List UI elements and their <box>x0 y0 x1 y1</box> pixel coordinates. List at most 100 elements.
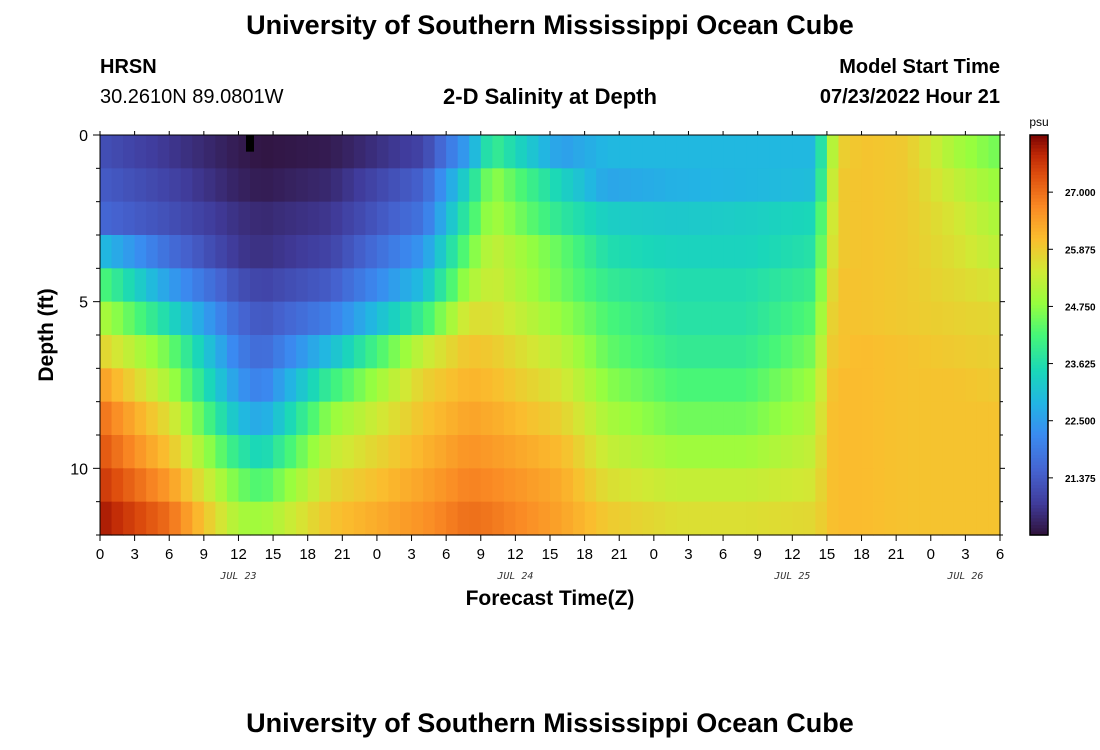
colorbar-segment <box>1030 215 1048 219</box>
x-date-label: JUL 26 <box>946 571 983 582</box>
heatmap-cell <box>192 468 205 503</box>
heatmap-cell <box>700 501 713 536</box>
heatmap-cell <box>757 201 770 236</box>
heatmap-cell <box>538 435 551 469</box>
heatmap-cell <box>630 468 643 503</box>
heatmap-cell <box>676 135 690 169</box>
heatmap-cell <box>203 235 216 269</box>
heatmap-cell <box>238 301 251 336</box>
heatmap-cell <box>642 301 655 336</box>
heatmap-cell <box>769 168 782 203</box>
heatmap-cell <box>146 468 159 503</box>
heatmap-cell <box>365 435 378 469</box>
colorbar-segment <box>1030 428 1048 433</box>
colorbar-segment <box>1030 448 1048 453</box>
heatmap-cell <box>273 401 286 436</box>
heatmap-cell <box>215 235 228 269</box>
heatmap-cell <box>353 301 366 336</box>
heatmap-cell <box>353 168 366 203</box>
colorbar-segment <box>1030 258 1048 263</box>
heatmap-cell <box>573 201 586 236</box>
heatmap-cell <box>411 468 424 503</box>
heatmap-cell <box>411 401 424 436</box>
heatmap-cell <box>896 401 909 436</box>
heatmap-cell <box>330 368 343 403</box>
heatmap-cell <box>826 235 840 269</box>
heatmap-cell <box>434 368 447 403</box>
heatmap-cell <box>826 301 840 336</box>
heatmap-cell <box>526 468 540 503</box>
heatmap-cell <box>123 301 136 336</box>
heatmap-cell <box>353 468 366 503</box>
heatmap-cell <box>792 368 805 403</box>
heatmap-cell <box>976 235 990 269</box>
heatmap-cell <box>111 501 124 536</box>
heatmap-cell <box>976 435 990 469</box>
heatmap-cell <box>192 168 205 203</box>
heatmap-cell <box>688 235 701 269</box>
heatmap-cell <box>803 135 816 169</box>
heatmap-cell <box>146 235 159 269</box>
heatmap-cell <box>157 501 170 536</box>
colorbar-segment <box>1030 498 1048 503</box>
heatmap-cell <box>515 168 528 203</box>
heatmap-cell <box>988 268 1001 303</box>
heatmap-cell <box>746 168 759 203</box>
heatmap-cell <box>203 435 216 469</box>
colorbar-segment <box>1030 438 1048 443</box>
colorbar-segment <box>1030 155 1048 159</box>
heatmap-cell <box>976 268 990 303</box>
heatmap-cell <box>457 501 470 536</box>
heatmap-cell <box>296 301 309 336</box>
heatmap-cell <box>769 401 782 436</box>
colorbar-segment <box>1030 431 1048 436</box>
colorbar-segment <box>1030 221 1048 226</box>
heatmap-cell <box>284 301 297 336</box>
heatmap-cell <box>642 435 655 469</box>
heatmap-cell <box>838 501 851 536</box>
heatmap-cell <box>734 435 747 469</box>
colorbar-segment <box>1030 308 1048 313</box>
heatmap-cell <box>734 468 747 503</box>
heatmap-cell <box>861 435 874 469</box>
heatmap-cell <box>676 468 690 503</box>
heatmap-cell <box>365 468 378 503</box>
heatmap-cell <box>803 301 816 336</box>
heatmap-cell <box>480 135 493 169</box>
colorbar-segment <box>1030 335 1048 339</box>
colorbar-segment <box>1030 445 1048 449</box>
heatmap-cell <box>238 435 251 469</box>
heatmap-cell <box>469 201 482 236</box>
heatmap-cell <box>850 468 863 503</box>
heatmap-cell <box>400 201 413 236</box>
heatmap-cell <box>988 335 1001 369</box>
heatmap-cell <box>215 168 228 203</box>
heatmap-cell <box>480 435 493 469</box>
heatmap-cell <box>446 301 459 336</box>
heatmap-cell <box>896 268 909 303</box>
colorbar-segment <box>1030 525 1048 529</box>
heatmap-cell <box>157 168 170 203</box>
heatmap-cell <box>146 268 159 303</box>
heatmap-cell <box>226 435 240 469</box>
heatmap-cell <box>169 401 182 436</box>
heatmap-cell <box>573 235 586 269</box>
heatmap-cell <box>665 335 678 369</box>
colorbar-segment <box>1030 481 1048 486</box>
heatmap-cell <box>457 268 470 303</box>
heatmap-cell <box>653 135 666 169</box>
colorbar-segment <box>1030 405 1048 409</box>
heatmap-cell <box>353 401 366 436</box>
heatmap-cell <box>561 235 574 269</box>
heatmap-cell <box>238 501 251 536</box>
heatmap-cell <box>307 301 320 336</box>
heatmap-cell <box>607 468 620 503</box>
heatmap-cell <box>550 268 563 303</box>
heatmap-cell <box>723 368 736 403</box>
heatmap-cell <box>457 435 470 469</box>
heatmap-cell <box>746 368 759 403</box>
heatmap-cell <box>226 235 240 269</box>
colorbar-segment <box>1030 365 1048 369</box>
heatmap-cell <box>157 201 170 236</box>
colorbar-segment <box>1030 265 1048 269</box>
